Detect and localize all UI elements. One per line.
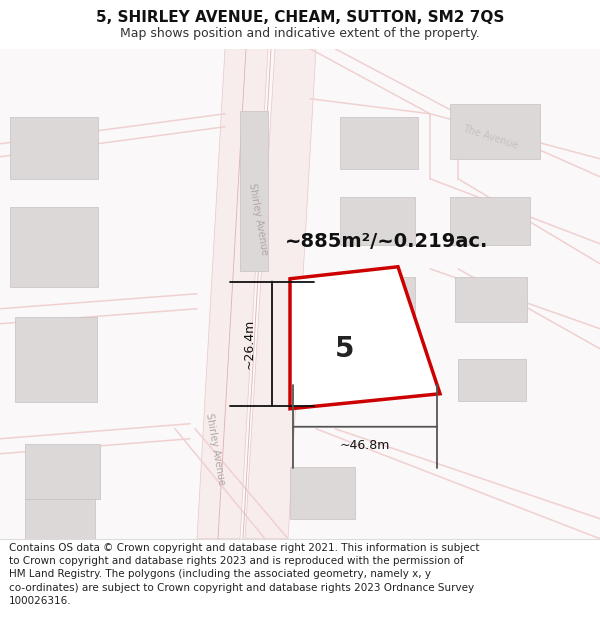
Text: The Avenue: The Avenue [461,123,519,151]
Bar [340,197,415,245]
Bar [340,117,418,169]
Text: ~46.8m: ~46.8m [340,439,390,452]
Text: Contains OS data © Crown copyright and database right 2021. This information is : Contains OS data © Crown copyright and d… [9,543,479,606]
Text: Shirley Avenue: Shirley Avenue [204,412,226,486]
Polygon shape [290,267,440,409]
Bar [450,104,540,159]
Bar [450,197,530,245]
Bar [10,207,98,287]
Bar [15,317,97,402]
Text: ~885m²/~0.219ac.: ~885m²/~0.219ac. [285,232,488,251]
Polygon shape [245,49,316,539]
Text: ~26.4m: ~26.4m [242,319,256,369]
Text: 5: 5 [335,335,355,362]
Bar [455,277,527,322]
Bar [458,359,526,401]
Polygon shape [197,49,268,539]
Bar [10,117,98,179]
Bar [290,467,355,519]
Bar [25,444,100,499]
Bar [25,499,95,539]
Text: Shirley Avenue: Shirley Avenue [247,182,269,256]
Bar [305,314,370,389]
Bar [240,111,268,271]
Bar [345,277,415,322]
Text: 5, SHIRLEY AVENUE, CHEAM, SUTTON, SM2 7QS: 5, SHIRLEY AVENUE, CHEAM, SUTTON, SM2 7Q… [96,10,504,25]
Text: Map shows position and indicative extent of the property.: Map shows position and indicative extent… [120,27,480,40]
